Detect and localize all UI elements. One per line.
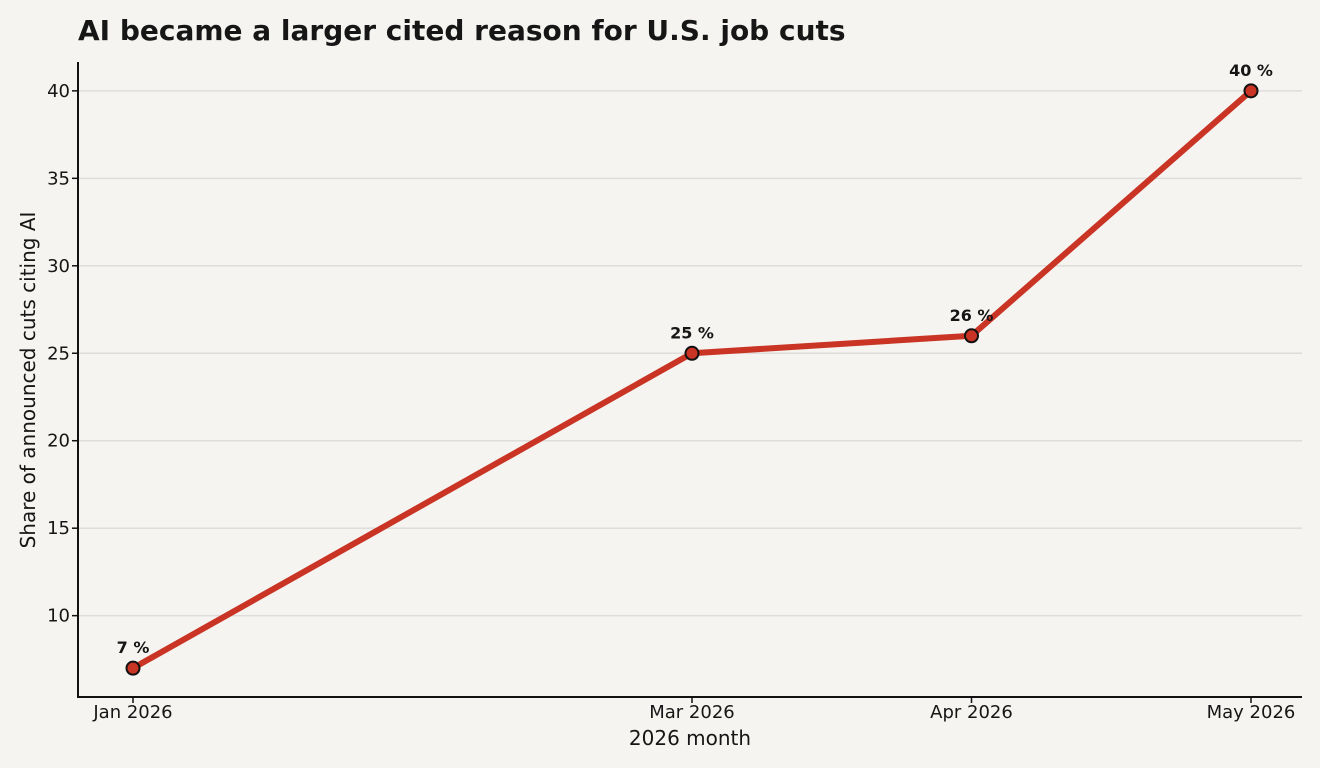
x-tick-label: Mar 2026: [649, 702, 735, 723]
data-label: 7 %: [117, 638, 150, 657]
y-tick-label: 10: [47, 606, 70, 627]
y-tick-label: 35: [47, 168, 70, 189]
x-tick-label: Apr 2026: [930, 702, 1013, 723]
x-tick-label: May 2026: [1207, 702, 1296, 723]
y-tick-label: 30: [47, 256, 70, 277]
data-point: [964, 328, 979, 344]
axes: 10 15 20 25 30 35 40 Jan 2026 Mar 2026 Apr 2026 Ma…: [47, 62, 1302, 723]
y-tick-label: 15: [47, 518, 70, 539]
x-tick-label: Jan 2026: [92, 702, 172, 723]
series: [125, 83, 1259, 676]
data-label: 40 %: [1229, 61, 1273, 80]
data-point: [684, 345, 700, 361]
gridlines: [78, 90, 1302, 617]
axis-spines: [77, 62, 1302, 698]
x-axis-title: 2026 month: [629, 726, 751, 750]
data-labels: 7 % 25 % 26 % 40 %: [117, 61, 1273, 657]
chart-title: AI became a larger cited reason for U.S.…: [78, 14, 846, 47]
series-line: [130, 87, 1254, 672]
data-point: [1243, 83, 1259, 99]
y-tick-label: 20: [47, 431, 70, 452]
data-label: 25 %: [670, 323, 714, 342]
data-label: 26 %: [950, 306, 994, 325]
data-point: [125, 660, 141, 676]
y-tick-label: 40: [47, 81, 70, 102]
y-tick-label: 25: [47, 343, 70, 364]
y-axis-title: Share of announced cuts citing AI: [16, 212, 40, 549]
